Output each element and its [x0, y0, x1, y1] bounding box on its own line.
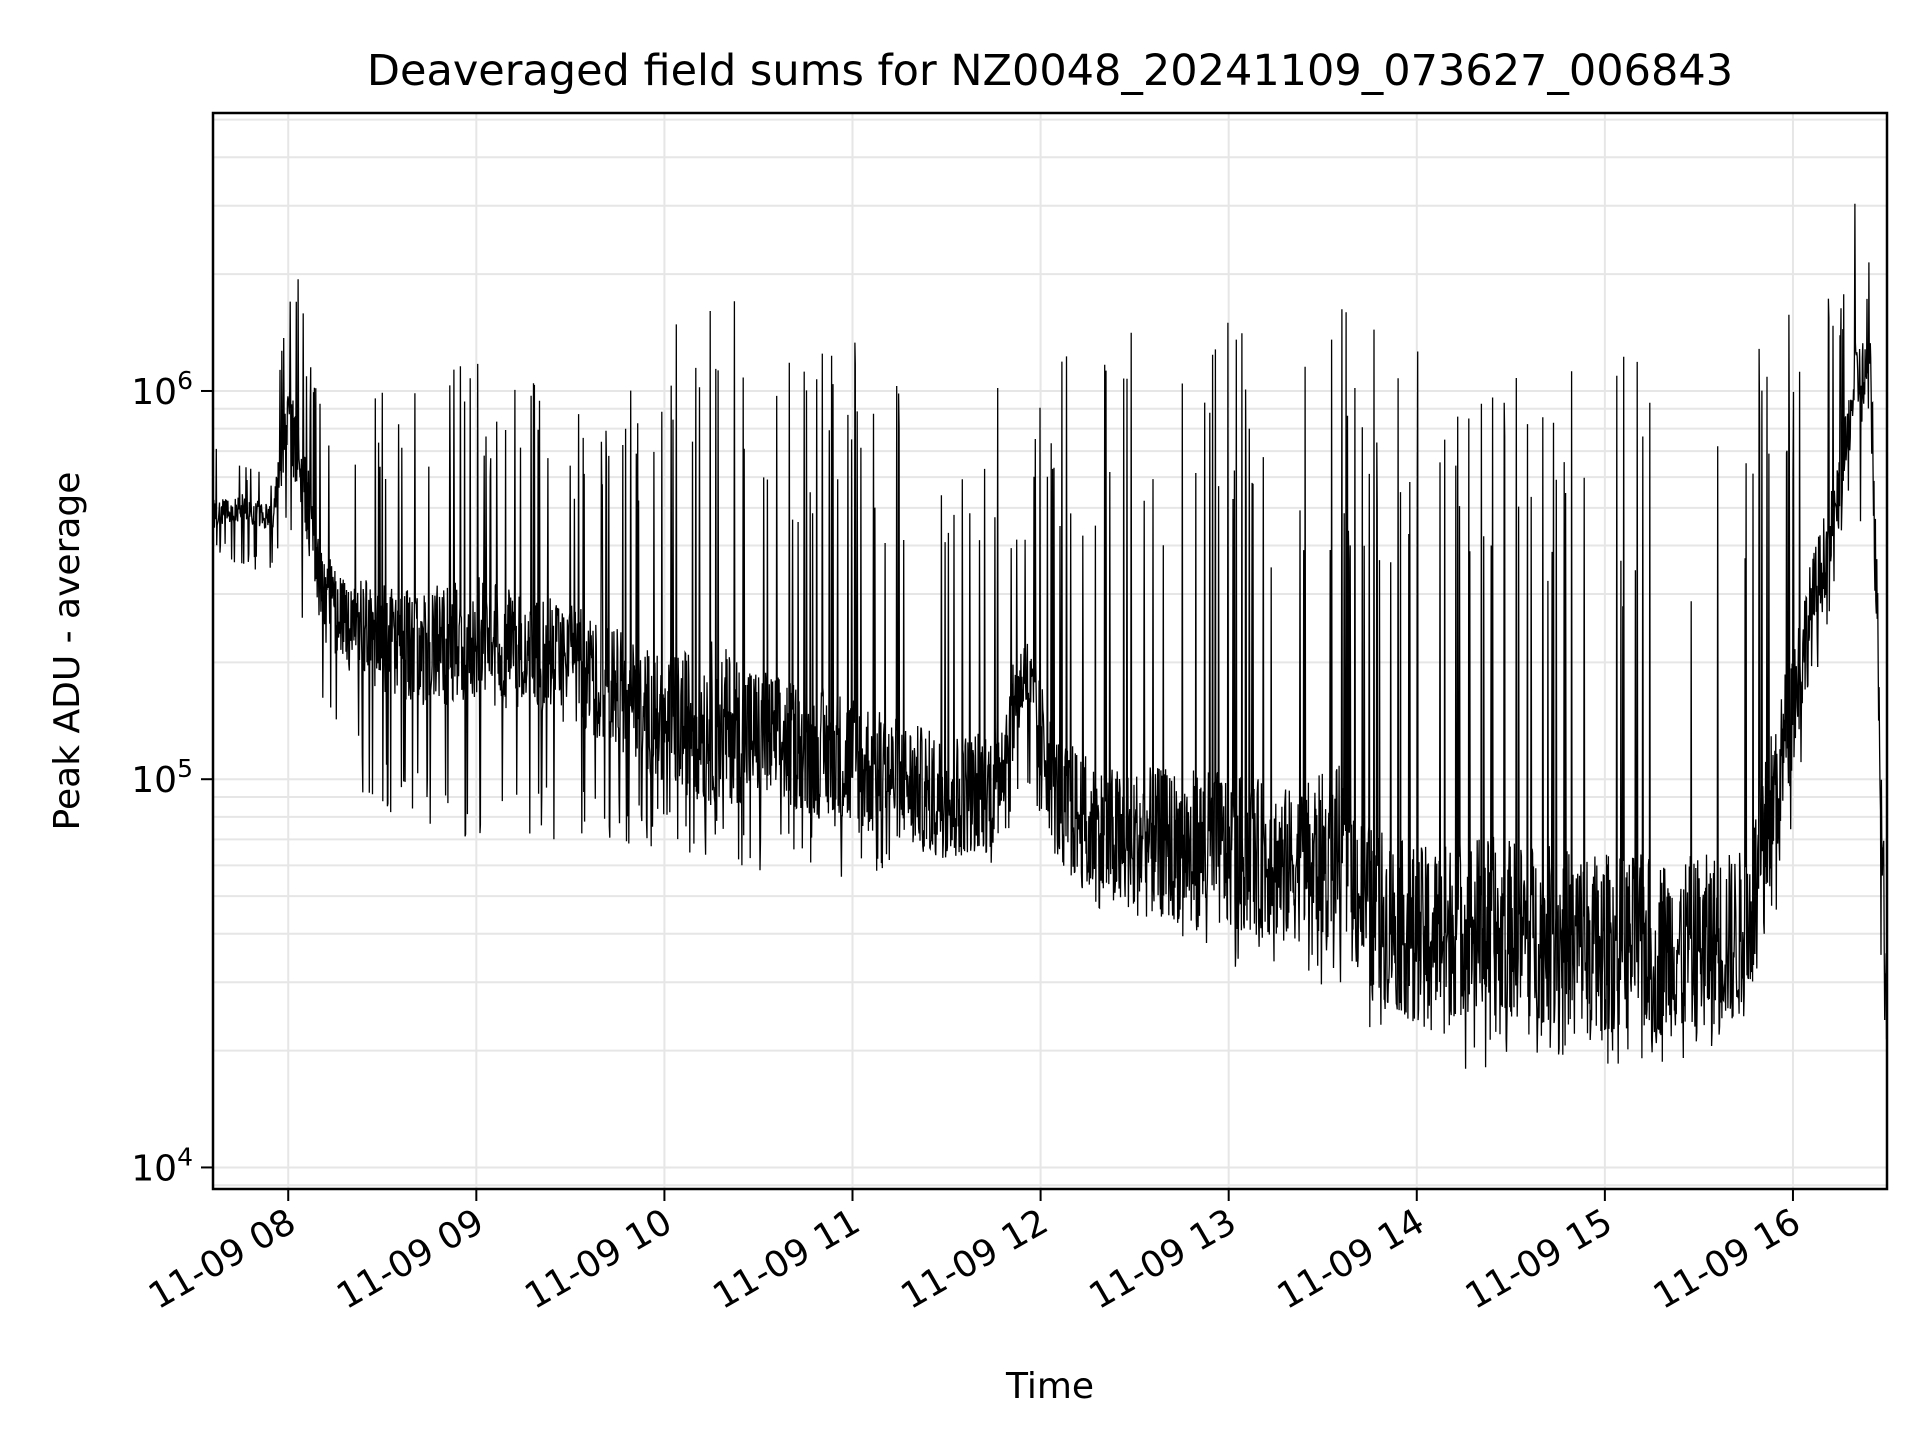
series-line: [212, 203, 1888, 1069]
x-tick-label: 11-09 08: [142, 1201, 303, 1317]
y-axis-ticks: 104 105 106: [131, 366, 213, 1189]
x-axis-ticks: 11-09 08 11-09 09 11-09 10 11-09 11 11-09 12…: [142, 1189, 1807, 1318]
x-tick-label: 11-09 09: [330, 1201, 491, 1317]
x-tick-label: 11-09 13: [1083, 1201, 1244, 1317]
x-tick-label: 11-09 12: [894, 1201, 1055, 1317]
chart-title: Deaveraged field sums for NZ0048_2024110…: [367, 46, 1733, 96]
x-tick-label: 11-09 16: [1647, 1201, 1808, 1317]
y-tick-label: 106: [131, 366, 193, 413]
y-tick-label: 104: [131, 1142, 193, 1189]
x-tick-label: 11-09 10: [518, 1201, 679, 1317]
x-tick-label: 11-09 15: [1459, 1201, 1620, 1317]
y-axis-label: Peak ADU - average: [47, 472, 88, 831]
x-axis-label: Time: [1005, 1366, 1094, 1407]
x-tick-label: 11-09 11: [706, 1201, 867, 1317]
y-tick-label: 105: [131, 754, 193, 801]
series-layer: [212, 203, 1888, 1069]
plot-frame: [211, 111, 1889, 1191]
x-tick-label: 11-09 14: [1271, 1201, 1432, 1317]
